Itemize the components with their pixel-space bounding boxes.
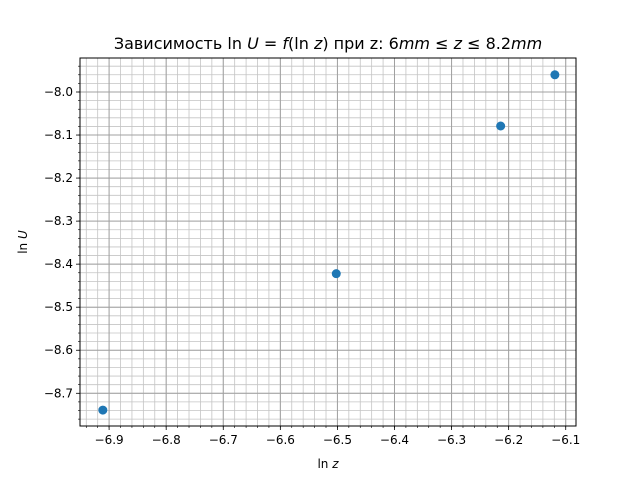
x-tick-label: −6.3 [437,433,466,447]
y-tick-label: −8.0 [44,85,73,99]
y-tick-label: −8.5 [44,300,73,314]
y-tick-label: −8.6 [44,343,73,357]
x-tick-label: −6.9 [95,433,124,447]
axis-tick-labels: −6.9 −6.8 −6.7 −6.6 −6.5 −6.4 −6.3 −6.2 −6.1 −8.7… [44,85,580,447]
x-tick-label: −6.5 [323,433,352,447]
x-axis-label: ln z [317,457,339,471]
x-tick-label: −6.7 [209,433,238,447]
plot-area-frame [79,57,577,427]
data-points [98,70,560,415]
scatter-point [550,70,560,80]
y-tick-label: −8.7 [44,386,73,400]
scatter-point [331,269,341,279]
y-axis-label: ln U [16,230,30,254]
x-tick-label: −6.8 [152,433,181,447]
x-tick-label: −6.4 [380,433,409,447]
y-tick-label: −8.2 [44,171,73,185]
scatter-point [98,405,108,415]
chart-title: Зависимость ln U = f(ln z) при z: 6mm ≤ … [114,34,542,53]
y-tick-label: −8.4 [44,257,73,271]
scatter-point [496,121,506,131]
major-gridlines [80,58,576,426]
y-tick-label: −8.3 [44,214,73,228]
x-tick-label: −6.1 [551,433,580,447]
x-tick-label: −6.2 [494,433,523,447]
y-tick-label: −8.1 [44,128,73,142]
x-tick-label: −6.6 [266,433,295,447]
